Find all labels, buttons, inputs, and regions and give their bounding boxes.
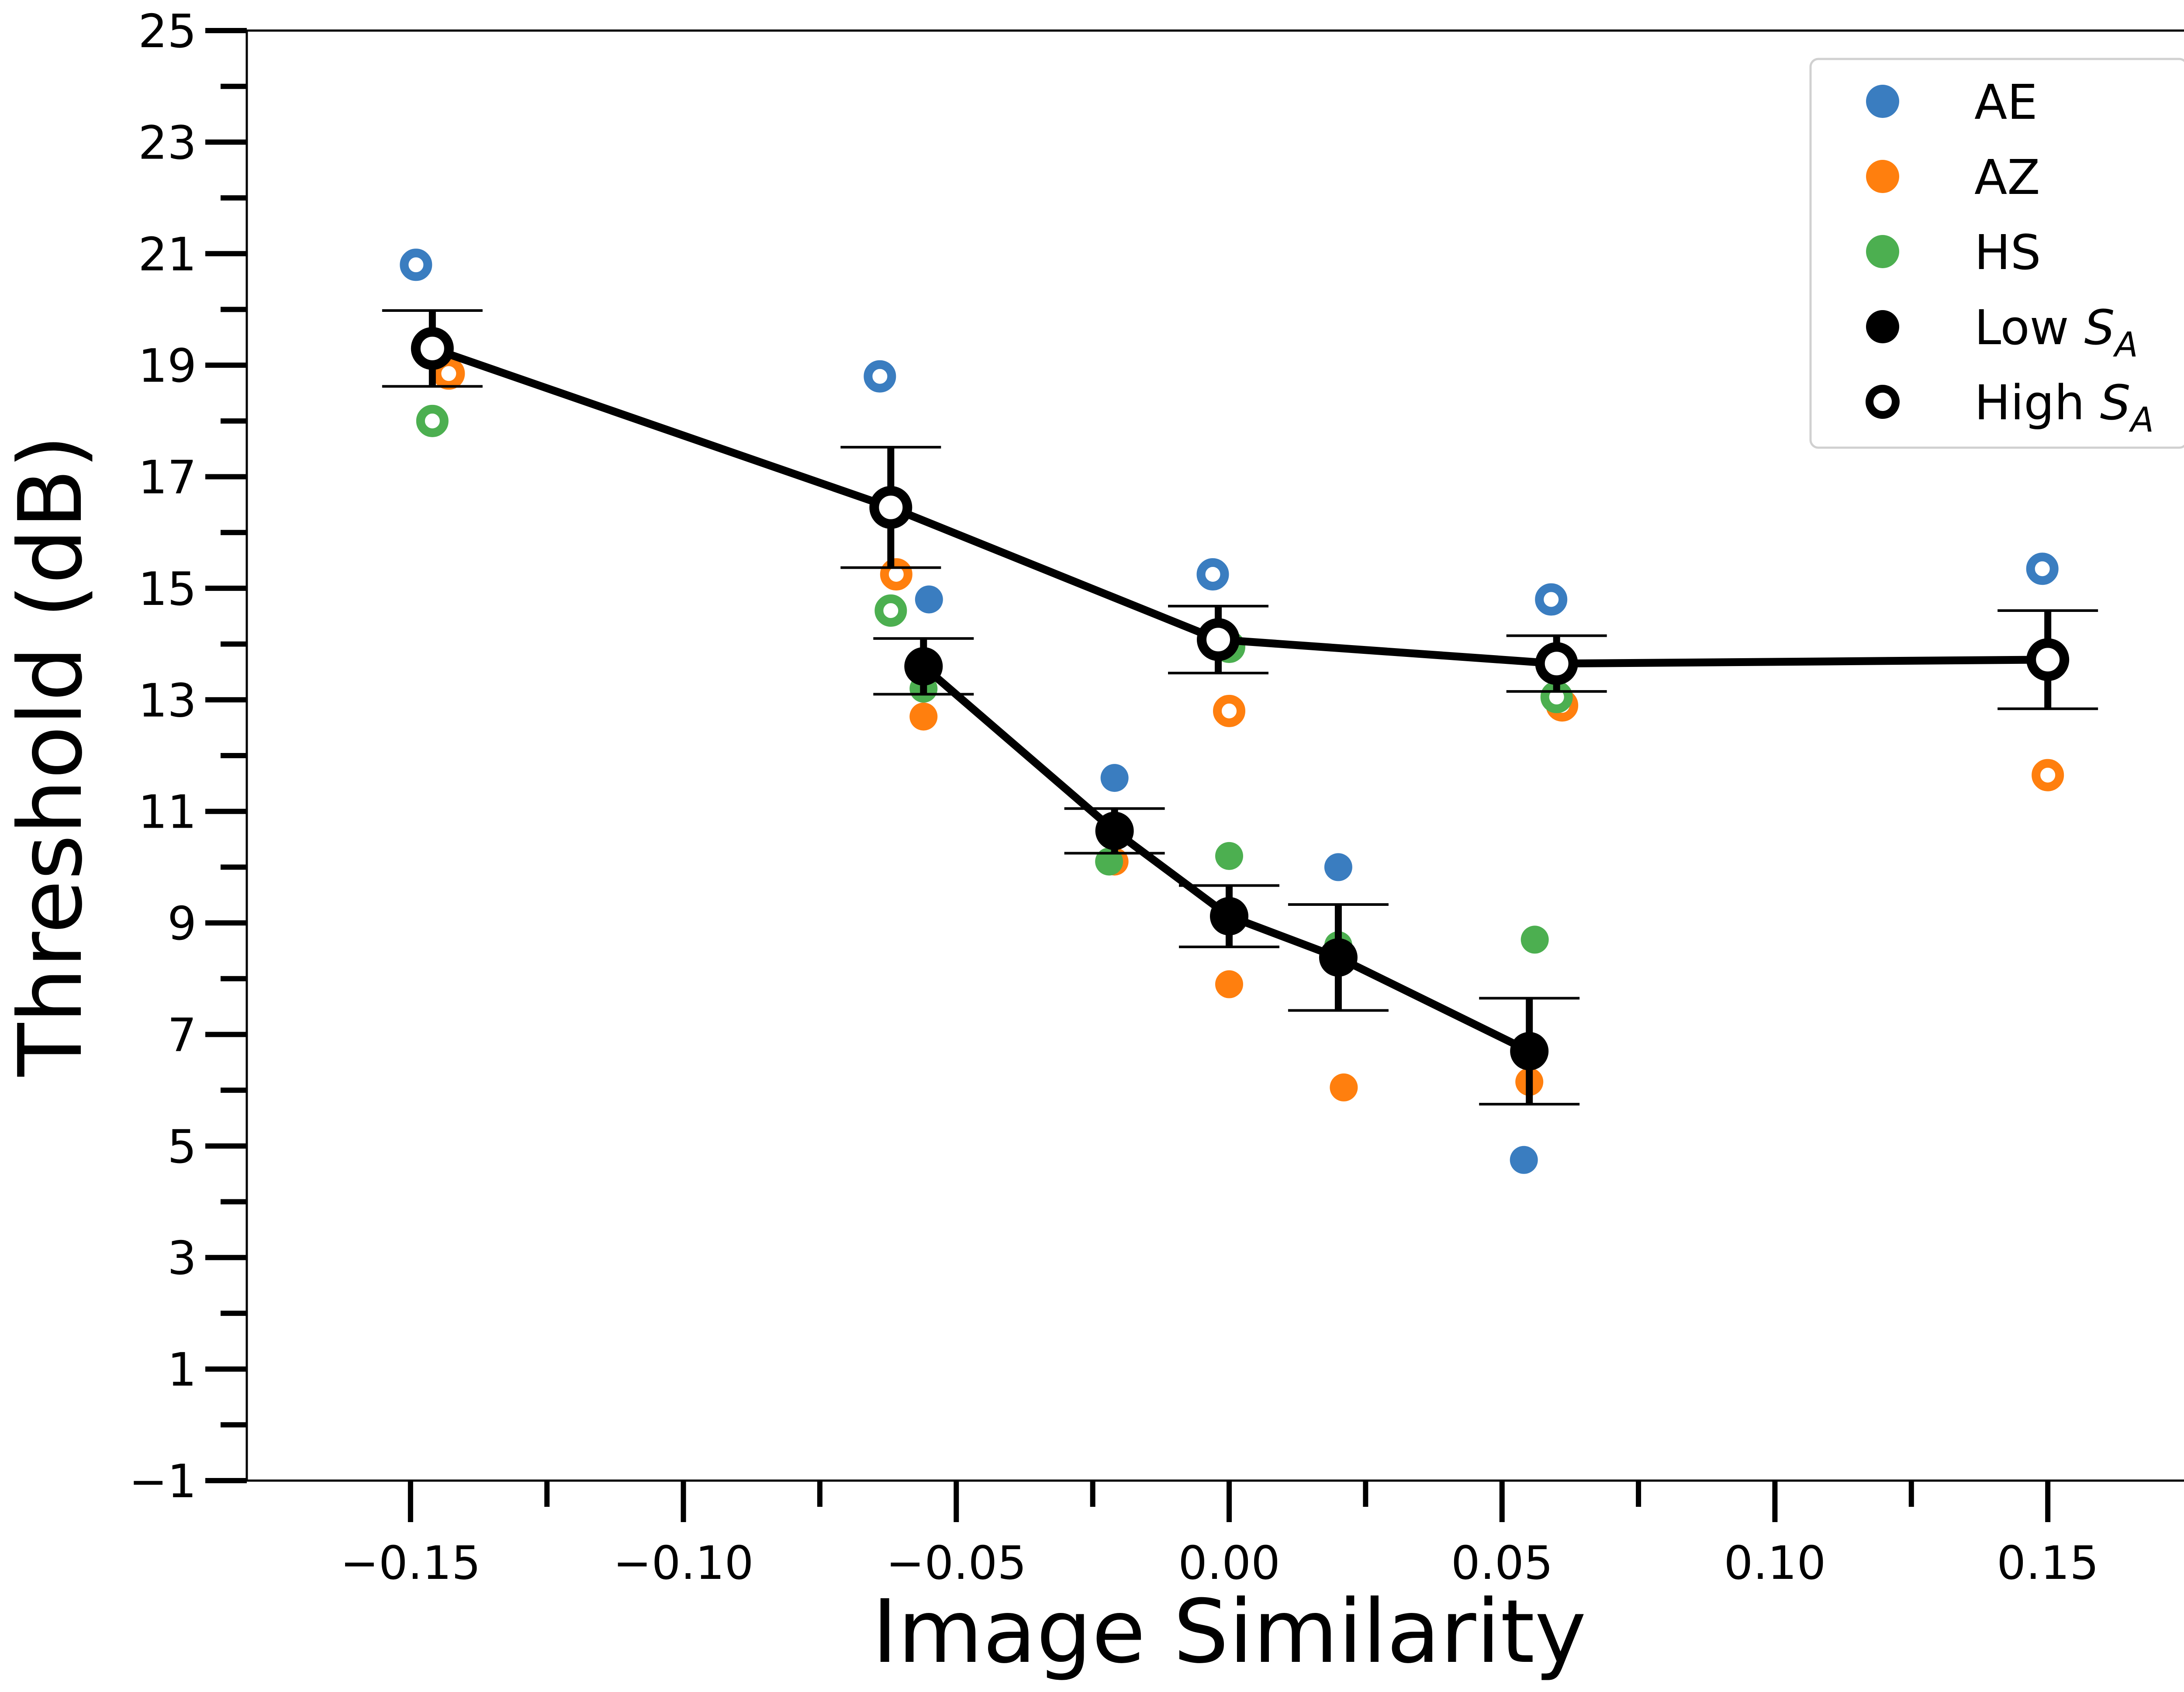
point-hs-low xyxy=(1095,847,1123,876)
point-hs-low xyxy=(1215,842,1243,870)
x-tick-label: −0.10 xyxy=(613,1537,754,1590)
mean-point-high xyxy=(411,327,454,370)
point-ae-low xyxy=(915,585,943,614)
y-axis-title: Threshold (dB) xyxy=(0,435,102,1077)
legend-box xyxy=(1809,58,2184,449)
mean-point-low xyxy=(1319,938,1358,977)
point-ae-low xyxy=(1510,1146,1538,1174)
x-tick-label: 0.00 xyxy=(1178,1537,1280,1590)
legend-marker-hs xyxy=(1866,235,1899,268)
point-ae-low xyxy=(1324,853,1352,881)
point-ae-high xyxy=(1196,558,1229,590)
mean-point-low xyxy=(1510,1032,1549,1070)
legend-marker-high-s-a xyxy=(1866,385,1900,419)
y-tick-label: 9 xyxy=(167,897,197,950)
point-ae-low xyxy=(1100,764,1129,792)
y-tick-label: 19 xyxy=(138,339,197,393)
legend-marker-ae xyxy=(1866,85,1899,118)
y-tick-label: 21 xyxy=(138,228,197,281)
legend-label-low-s-a: Low SA xyxy=(1974,300,2138,365)
mean-point-high xyxy=(1535,642,1578,685)
legend-label-hs: HS xyxy=(1974,224,2041,280)
y-tick-label: 11 xyxy=(138,786,197,839)
legend-label-high-s-a: High SA xyxy=(1974,375,2154,440)
mean-point-high xyxy=(2026,638,2070,681)
point-ae-high xyxy=(864,360,896,393)
x-tick-label: 0.15 xyxy=(1997,1537,2099,1590)
x-tick-label: 0.05 xyxy=(1451,1537,1553,1590)
point-az-high xyxy=(1213,694,1245,727)
legend-marker-az xyxy=(1866,160,1899,193)
x-tick-label: 0.10 xyxy=(1724,1537,1826,1590)
chart-marks xyxy=(382,249,2098,1174)
y-tick-label: 3 xyxy=(167,1232,197,1285)
point-az-low xyxy=(909,702,938,731)
y-tick-label: 7 xyxy=(167,1008,197,1062)
x-tick-label: −0.05 xyxy=(886,1537,1026,1590)
legend: AE AZ HS Low SA High SA xyxy=(1809,58,2184,449)
x-axis-title: Image Similarity xyxy=(872,1581,1586,1683)
legend-label-ae: AE xyxy=(1974,74,2038,130)
y-tick-label: 23 xyxy=(138,116,197,169)
x-tick-label: −0.15 xyxy=(340,1537,481,1590)
y-tick-label: 1 xyxy=(167,1343,197,1397)
mean-point-low xyxy=(904,647,943,686)
point-hs-high xyxy=(874,594,907,627)
legend-marker-low-s-a xyxy=(1866,310,1899,343)
point-ae-high xyxy=(2026,552,2059,585)
y-tick-label: 13 xyxy=(138,674,197,727)
point-az-high xyxy=(2032,759,2064,791)
legend-label-az: AZ xyxy=(1974,149,2040,205)
mean-point-high xyxy=(1197,618,1240,661)
y-tick-label: 5 xyxy=(167,1120,197,1174)
y-tick-label: 17 xyxy=(138,451,197,504)
mean-point-high xyxy=(869,486,912,529)
y-tick-label: 25 xyxy=(138,5,197,58)
point-hs-high xyxy=(416,404,449,437)
point-ae-high xyxy=(1535,583,1568,616)
y-tick-label: 15 xyxy=(138,563,197,616)
point-az-low xyxy=(1330,1073,1358,1102)
y-tick-label: −1 xyxy=(129,1455,197,1508)
mean-point-low xyxy=(1210,897,1248,936)
point-az-low xyxy=(1215,970,1243,998)
point-hs-low xyxy=(1521,925,1549,954)
mean-point-low xyxy=(1095,811,1134,850)
point-ae-high xyxy=(400,249,432,281)
